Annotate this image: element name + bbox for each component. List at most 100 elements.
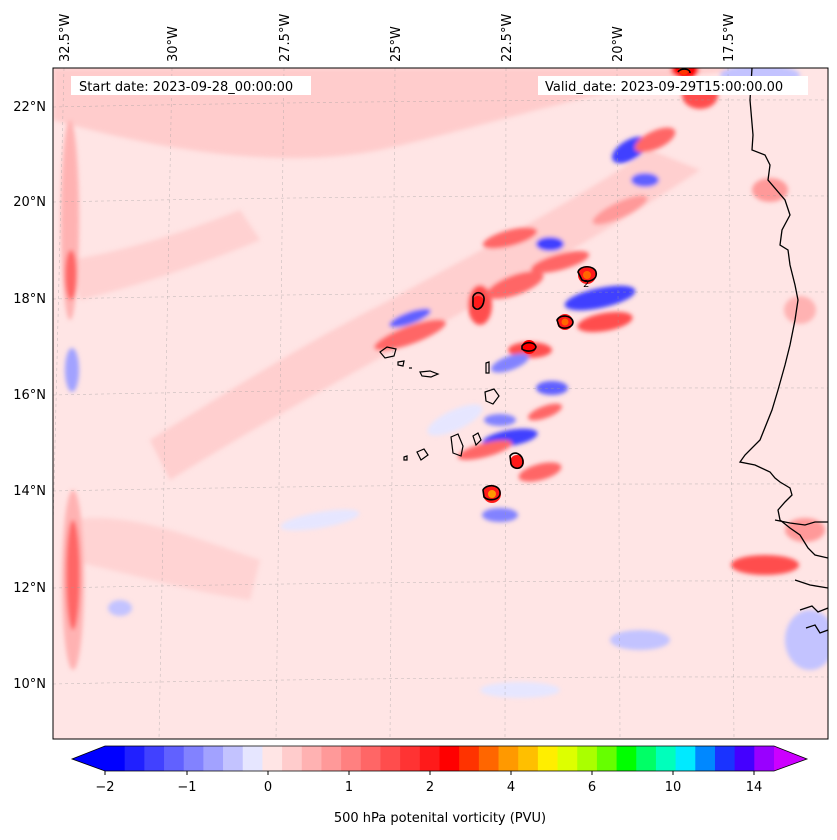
pv-negative-patch [280, 509, 360, 531]
colorbar-cell [400, 746, 421, 771]
pv-contour-2 [556, 315, 574, 329]
lon-label-30w: 30°W [166, 26, 181, 62]
colorbar-cell [459, 746, 480, 771]
colorbar-tick-label: 10 [665, 780, 682, 795]
pv-contour-2 [472, 291, 485, 310]
island-sao-vicente [397, 360, 405, 367]
colorbar-extend-high [774, 746, 807, 771]
pv-positive-streak [784, 296, 816, 324]
pv-positive-streak [518, 462, 562, 482]
start-date-label: Start date: 2023-09-28_00:00:00 [79, 80, 293, 95]
colorbar-cell [203, 746, 224, 771]
pv-positive-streak [530, 251, 590, 273]
valid-date-box [538, 76, 808, 95]
lat-label-20n: 20°N [13, 195, 46, 210]
lat-label-12n: 12°N [13, 581, 46, 596]
pv-negative-streak [491, 353, 529, 373]
pv-core [561, 318, 569, 326]
colorbar-cell [164, 746, 185, 771]
island-santiago [450, 433, 464, 457]
colorbar-cell [675, 746, 696, 771]
colorbar-cell [124, 746, 145, 771]
pv-core [488, 490, 496, 498]
pv-2-contours: 2 [472, 68, 691, 501]
island-sao-nicolau [419, 370, 440, 378]
pv-core [510, 455, 524, 469]
colorbar-tick-label: −1 [177, 780, 196, 795]
map-panel: 2 [53, 68, 828, 739]
pv-contour-2 [577, 265, 598, 282]
island-sal [485, 361, 490, 374]
colorbar-cell [301, 746, 322, 771]
pv-negative-patch [427, 404, 483, 436]
lon-label-32-5w: 32.5°W [58, 14, 73, 62]
lon-label-27-5w: 27.5°W [278, 14, 293, 62]
lon-label-25w: 25°W [389, 26, 404, 62]
colorbar-cell [537, 746, 558, 771]
pv-contour-label: 2 [583, 279, 589, 290]
africa-coastline [738, 68, 828, 634]
pv-positive-streak [457, 440, 513, 460]
coastline-mauritania-senegal [738, 68, 828, 559]
colorbar-cell [596, 746, 617, 771]
meridian-17-5w [727, 68, 735, 739]
pv-field-background [53, 68, 828, 739]
meridian-30w [158, 68, 173, 739]
colorbar-cell [714, 746, 736, 771]
pv-negative-streak [484, 414, 516, 426]
pv-core [583, 271, 591, 279]
colorbar-ticks [104, 771, 755, 775]
colorbar-tick-label: 1 [345, 780, 353, 795]
pv-positive-west-band [70, 210, 260, 300]
pv-negative-streak [389, 308, 431, 328]
colorbar-cell [223, 746, 244, 771]
pv-contour-2 [482, 484, 501, 501]
colorbar-cell [105, 746, 126, 771]
pv-positive-southwest-patch [65, 518, 260, 600]
colorbar-title: 500 hPa potenital vorticity (PVU) [334, 811, 546, 826]
pv-contour-2 [509, 452, 524, 470]
colorbar-tick-label: 2 [426, 780, 434, 795]
parallel-10n [53, 676, 828, 685]
valid-date-label: Valid_date: 2023-09-29T15:00:00.00 [545, 80, 783, 95]
pv-positive-streak [634, 127, 676, 153]
pv-contour-2 [677, 68, 691, 74]
colorbar-cell [439, 746, 460, 771]
colorbar-tick-label: −2 [95, 780, 114, 795]
map-frame [52, 67, 829, 740]
colorbar-cell [419, 746, 440, 771]
pv-west-strip-south-core [66, 520, 80, 630]
map-gridlines [53, 68, 828, 739]
colorbar-tick-label: 14 [746, 780, 763, 795]
island-santo-antao [379, 346, 397, 359]
lat-label-16n: 16°N [13, 388, 46, 403]
parallel-12n [53, 580, 828, 589]
pv-negative-streak [482, 508, 518, 522]
island-brava [403, 455, 408, 461]
colorbar-cell [498, 746, 519, 771]
pv-west-negative-1 [65, 348, 79, 392]
longitude-labels: 32.5°W 30°W 27.5°W 25°W 22.5°W 20°W 17.5… [58, 14, 737, 62]
colorbar-tick-label: 4 [507, 780, 515, 795]
parallel-18n [53, 291, 828, 300]
colorbar-cell [380, 746, 401, 771]
pv-negative-streak [536, 237, 564, 251]
colorbar: −2 −1 0 1 2 4 6 10 14 500 hPa potenital … [70, 745, 809, 826]
latitude-labels: 22°N 20°N 18°N 16°N 14°N 12°N 10°N [13, 100, 46, 692]
colorbar-tick-label: 6 [588, 780, 596, 795]
colorbar-cell [242, 746, 263, 771]
cape-verde-islands [379, 346, 500, 461]
colorbar-extend-low [72, 746, 105, 771]
lat-label-14n: 14°N [13, 484, 46, 499]
lon-label-22-5w: 22.5°W [500, 14, 515, 62]
pv-negative-patch [785, 610, 828, 670]
pv-west-strip-core [65, 250, 77, 300]
lat-label-10n: 10°N [13, 677, 46, 692]
pv-core [472, 296, 484, 308]
parallel-22n [53, 99, 828, 108]
colorbar-cell [577, 746, 598, 771]
island-maio [472, 432, 482, 447]
coastline-gambia [774, 519, 828, 526]
pv-west-negative-2 [108, 600, 132, 616]
